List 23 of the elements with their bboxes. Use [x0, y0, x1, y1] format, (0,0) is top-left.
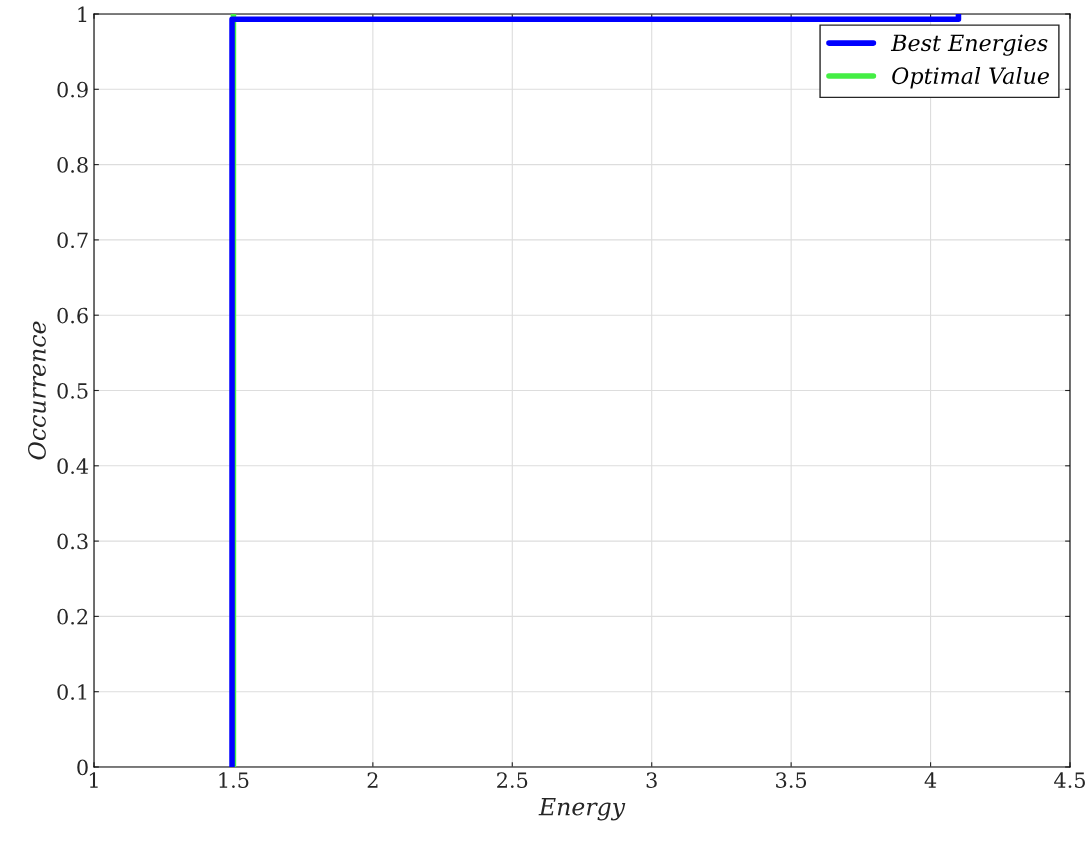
x-tick-label: 1.5	[219, 772, 249, 788]
y-axis-title: Occurrence	[28, 321, 46, 460]
y-tick-label: 0	[77, 759, 88, 776]
y-tick-label: 0.5	[57, 382, 88, 399]
y-tick-label: 0.9	[57, 81, 88, 98]
x-tick-label: 4.5	[1054, 772, 1085, 788]
y-tick-label: 0.8	[57, 157, 88, 173]
x-tick-label: 2.5	[497, 772, 528, 788]
y-tick-label: 0.3	[57, 533, 88, 550]
y-tick-label: 1	[78, 6, 87, 22]
x-tick-label: 3.5	[776, 772, 807, 788]
x-tick-label: 2	[367, 772, 378, 788]
legend-label: Optimal Value	[892, 66, 1049, 89]
legend-label: Best Energies	[890, 34, 1048, 56]
y-tick-label: 0.2	[57, 608, 88, 625]
x-axis-title: Energy	[538, 797, 626, 821]
y-tick-label: 0.1	[57, 684, 87, 700]
x-tick-label: 3	[646, 772, 657, 788]
x-tick-label: 1	[89, 772, 98, 788]
y-tick-label: 0.7	[57, 232, 88, 249]
y-tick-label: 0.6	[57, 307, 88, 324]
y-tick-label: 0.4	[57, 458, 89, 475]
x-tick-label: 4	[924, 772, 937, 788]
